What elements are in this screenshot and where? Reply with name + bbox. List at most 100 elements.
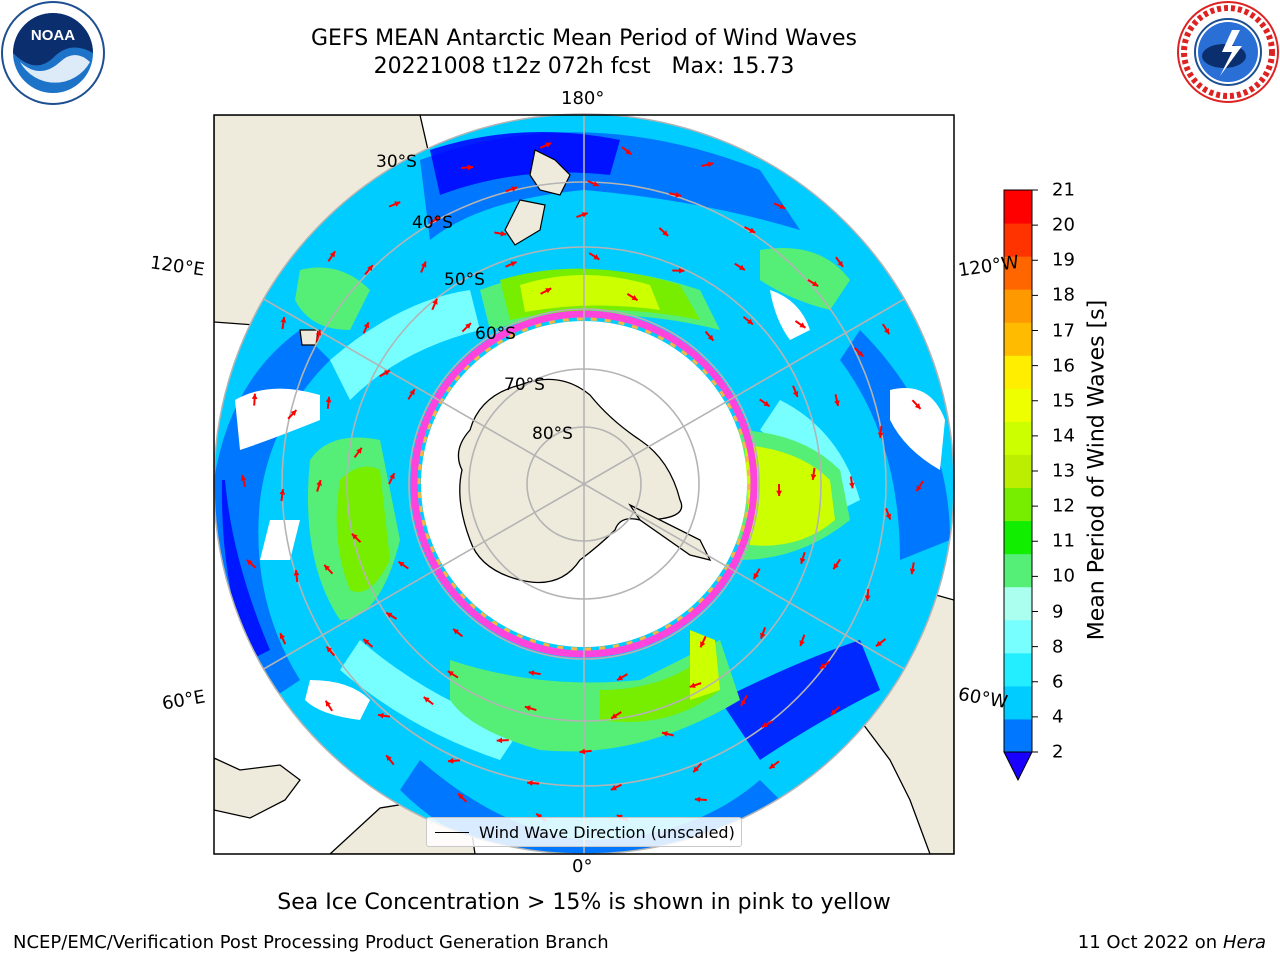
colorbar-under-extension <box>1003 751 1033 782</box>
colorbar-segment <box>1004 619 1032 654</box>
wave-direction-arrowhead <box>679 267 685 274</box>
wave-direction-arrowhead <box>367 265 373 272</box>
land-africa <box>214 757 301 819</box>
colorbar <box>1003 189 1038 782</box>
colorbar-segment <box>1004 223 1032 257</box>
wave-direction-arrowhead <box>447 671 454 677</box>
wave-direction-arrowhead <box>738 264 745 271</box>
colorbar-tick-label: 15 <box>1052 390 1075 412</box>
wave-direction-arrowhead <box>524 705 531 711</box>
wave-direction-arrowhead <box>293 570 300 576</box>
wave-direction-arrowhead <box>693 766 699 773</box>
page-title: GEFS MEAN Antarctic Mean Period of Wind … <box>311 26 857 51</box>
wave-direction-arrowhead <box>837 260 843 267</box>
wave-direction-arrowhead <box>409 389 415 396</box>
wave-direction-arrowhead <box>769 763 776 769</box>
wave-direction-arrowhead <box>363 639 370 645</box>
colorbar-segment <box>1004 652 1032 687</box>
colorbar-tick-label: 8 <box>1052 636 1064 658</box>
wave-direction-arrowhead <box>581 212 588 218</box>
colorbar-tick-label: 14 <box>1052 425 1075 447</box>
wave-direction-arrowhead <box>421 261 427 268</box>
wave-direction-arrowhead <box>746 318 753 325</box>
wave-direction-arrowhead <box>363 322 370 329</box>
colorbar-segment <box>1004 256 1032 290</box>
wave-direction-arrowhead <box>246 559 253 566</box>
wave-direction-arrowhead <box>545 288 552 294</box>
caption: Sea Ice Concentration > 15% is shown in … <box>277 890 891 915</box>
wave-direction-arrowhead <box>457 793 464 800</box>
wave-direction-arrowhead <box>467 164 474 171</box>
land-antarctica <box>457 378 683 584</box>
wave-direction-arrowhead <box>830 709 837 715</box>
footer-host: Hera <box>1222 932 1266 953</box>
nws-logo <box>1177 1 1279 103</box>
colorbar-tick-label: 20 <box>1052 214 1075 236</box>
wave-direction-arrowhead <box>394 201 401 207</box>
wave-direction-arrowhead <box>909 568 916 575</box>
wave-direction-arrowhead <box>240 475 247 481</box>
wave-direction-arrowhead <box>251 393 258 400</box>
wave-direction-arrowhead <box>500 230 507 237</box>
colorbar-tick-label: 6 <box>1052 671 1064 693</box>
wave-direction-arrowhead <box>792 390 799 397</box>
wave-direction-arrowhead <box>280 317 287 323</box>
wave-direction-arrowhead <box>779 203 786 209</box>
wave-direction-arrowhead <box>689 682 696 688</box>
colorbar-tick-label: 2 <box>1052 741 1064 763</box>
wave-direction-arrowhead <box>528 670 535 676</box>
wave-direction-arrowhead <box>610 785 617 791</box>
wave-direction-arrowhead <box>776 490 782 496</box>
wave-direction-arrowhead <box>914 403 921 409</box>
wave-direction-arrowhead <box>351 533 358 540</box>
wave-direction-arrowhead <box>326 646 333 653</box>
wind-wave-arrows <box>240 142 924 822</box>
wave-direction-arrowhead <box>496 737 503 744</box>
wave-direction-arrowhead <box>799 322 806 328</box>
wave-direction-arrowhead <box>579 748 586 755</box>
colorbar-segment <box>1004 190 1032 224</box>
colorbar-segment <box>1004 289 1032 323</box>
svg-text:NOAA: NOAA <box>31 27 75 44</box>
wave-direction-arrowhead <box>834 400 840 407</box>
lon-label-180: 180° <box>561 88 605 109</box>
colorbar-segment <box>1004 487 1032 522</box>
colorbar-tick-label: 17 <box>1052 320 1075 341</box>
wave-direction-arrowhead <box>324 564 330 571</box>
wave-direction-arrowhead <box>741 699 747 706</box>
wave-direction-arrowhead <box>753 573 759 580</box>
colorbar-segment <box>1004 388 1032 422</box>
wave-direction-arrowhead <box>434 217 441 223</box>
wave-direction-arrowhead <box>707 334 714 341</box>
colorbar-segment <box>1004 586 1032 621</box>
wave-direction-arrowhead <box>763 400 770 407</box>
wave-direction-arrowhead <box>761 721 768 728</box>
wave-direction-arrowhead <box>799 557 806 564</box>
wave-direction-arrowhead <box>662 731 668 737</box>
map-legend: Wind Wave Direction (unscaled) <box>426 817 742 847</box>
colorbar-tick-label: 19 <box>1052 249 1075 271</box>
lat-label-70s: 70°S <box>504 375 545 395</box>
colorbar-tick-label: 18 <box>1052 284 1075 306</box>
wave-period-field <box>214 114 954 854</box>
colorbar-segment <box>1004 454 1032 489</box>
wave-direction-arrowhead <box>389 473 395 480</box>
colorbar-segment <box>1004 322 1032 356</box>
colorbar-tick-label: 13 <box>1052 460 1075 482</box>
wave-direction-arrowhead <box>329 251 336 258</box>
colorbar-tick-label: 21 <box>1052 179 1075 201</box>
wave-direction-arrowhead <box>810 474 817 480</box>
footer-credit: NCEP/EMC/Verification Post Processing Pr… <box>13 932 609 953</box>
wave-direction-arrowhead <box>279 489 286 495</box>
wave-direction-arrowhead <box>545 142 552 148</box>
wave-direction-arrowhead <box>617 675 624 681</box>
wave-direction-arrowhead <box>916 485 922 492</box>
legend-label: Wind Wave Direction (unscaled) <box>479 822 735 842</box>
wave-direction-arrowhead <box>510 261 517 267</box>
wave-direction-arrowhead <box>536 813 543 820</box>
wave-direction-arrowhead <box>378 712 384 719</box>
legend-line-swatch <box>435 831 469 833</box>
colorbar-tick-label: 16 <box>1052 355 1075 377</box>
wave-direction-arrowhead <box>386 755 392 762</box>
